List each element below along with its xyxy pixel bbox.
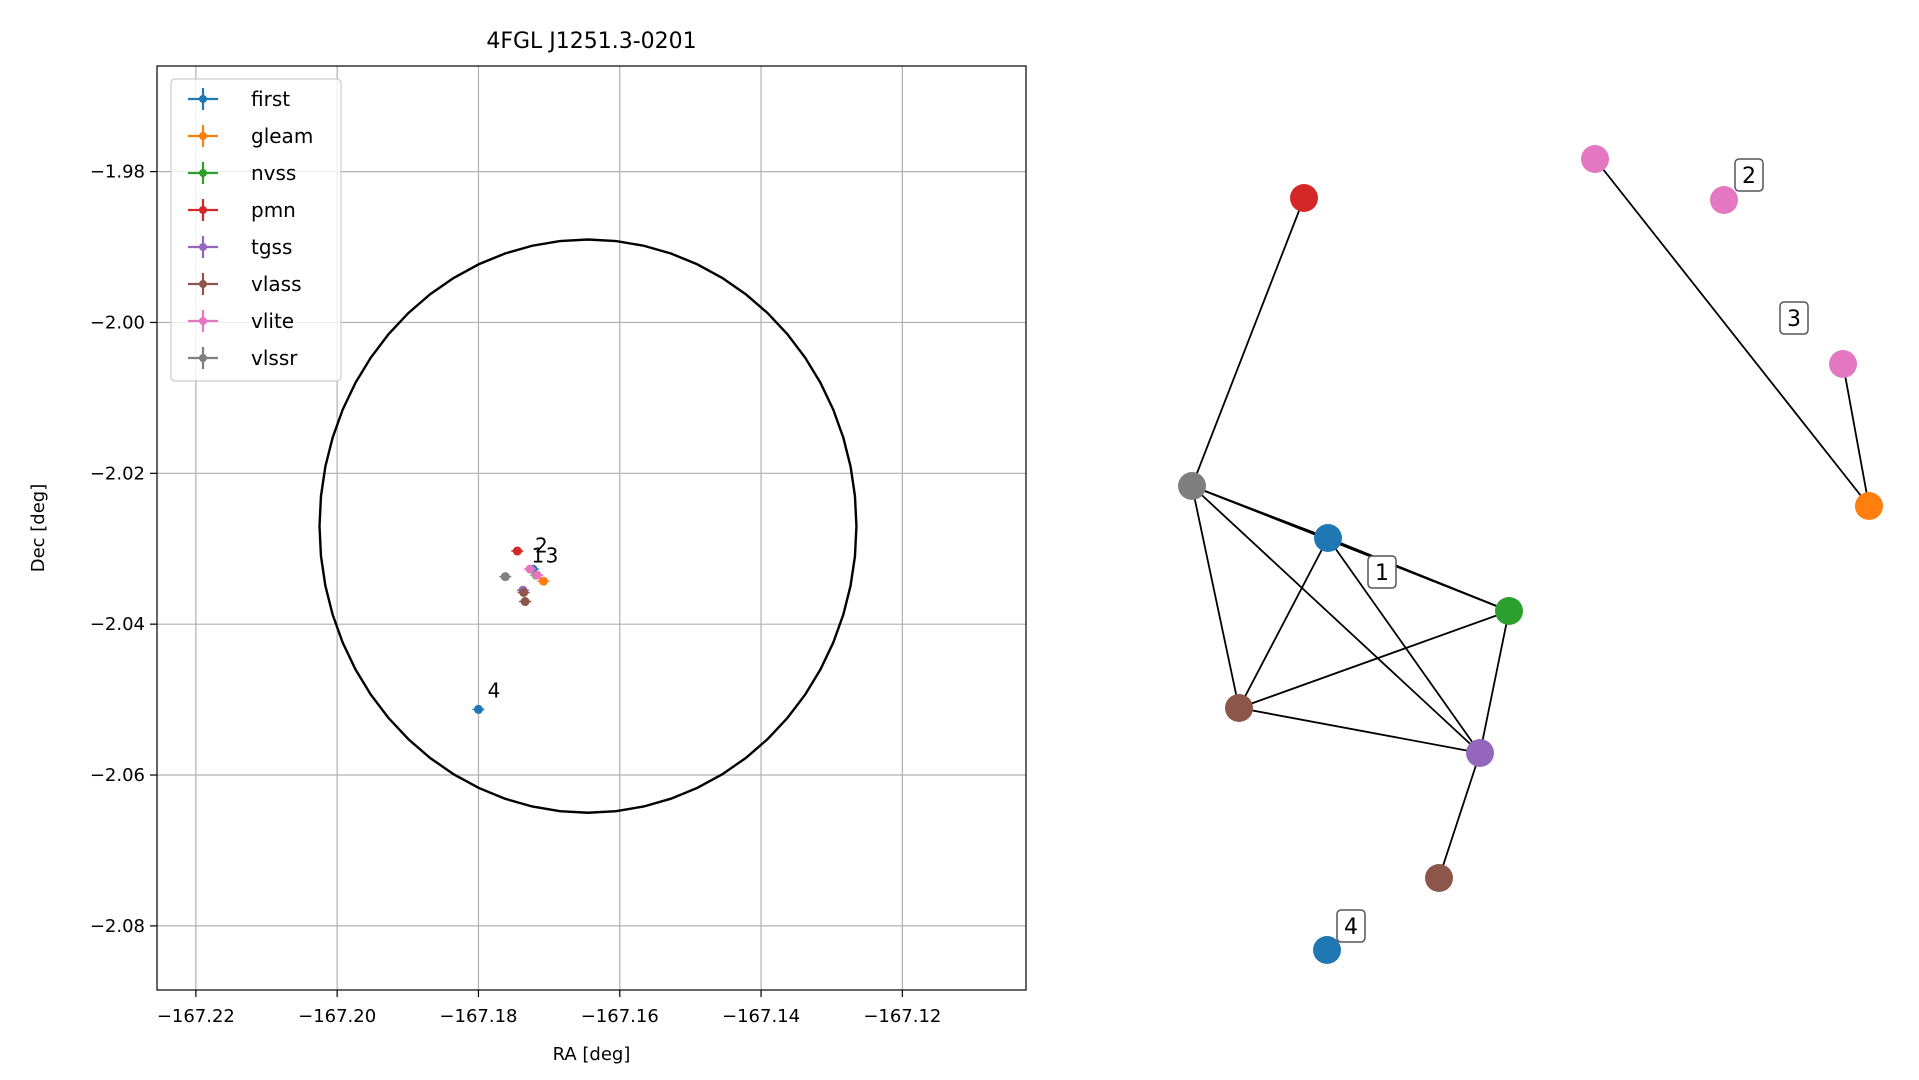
y-ticks: −1.98 −2.00 −2.02 −2.04 −2.06 −2.08	[90, 162, 157, 937]
network-node-pmn	[1290, 184, 1318, 212]
y-tick-label: −2.06	[90, 765, 145, 786]
circle-layer	[318, 238, 858, 814]
data-points	[472, 546, 550, 714]
point-pmn	[512, 546, 522, 556]
network-label-2: 2	[1742, 164, 1756, 189]
x-tick-label: −167.20	[298, 1006, 376, 1027]
network-label-4: 4	[1344, 915, 1358, 940]
y-tick-label: −2.04	[90, 614, 145, 635]
legend-marker-nvss	[199, 169, 207, 177]
network-edge	[1238, 537, 1329, 709]
point-vlite	[532, 570, 542, 580]
annotation-3: 3	[546, 543, 559, 567]
legend-marker-first	[199, 95, 207, 103]
point-vlssr	[500, 572, 510, 582]
network-label-1: 1	[1375, 561, 1389, 586]
x-tick-label: −167.18	[439, 1006, 517, 1027]
legend-marker-tgss	[199, 243, 207, 251]
network-node-vlass-b	[1425, 864, 1453, 892]
y-tick-label: −2.00	[90, 312, 145, 333]
point-annotations: 123 4	[488, 534, 559, 703]
network-node-vlite-b	[1710, 186, 1738, 214]
network-edge	[1594, 158, 1870, 507]
network-node-nvss	[1495, 597, 1523, 625]
network-label-box	[1367, 555, 1397, 589]
x-tick-label: −167.12	[863, 1006, 941, 1027]
network-node-tgss	[1466, 739, 1494, 767]
legend-label-vlass: vlass	[251, 272, 302, 296]
y-axis-label: Dec [deg]	[28, 484, 49, 573]
network-edge	[1438, 752, 1481, 879]
y-tick-label: −1.98	[90, 162, 145, 183]
network-edge	[1238, 707, 1481, 754]
network-label-3: 3	[1787, 307, 1801, 332]
legend-box	[170, 78, 342, 382]
point-vlite	[525, 564, 535, 574]
y-tick-label: −2.08	[90, 916, 145, 937]
point-first	[473, 704, 483, 714]
annotation-2: 2	[535, 534, 548, 558]
legend-marker-vlssr	[199, 354, 207, 362]
axes-frame	[156, 65, 1027, 991]
legend-label-nvss: nvss	[251, 161, 296, 185]
x-axis-label: RA [deg]	[553, 1044, 631, 1065]
network-edge	[1191, 485, 1481, 754]
x-tick-label: −167.22	[157, 1006, 235, 1027]
network-edge	[1191, 197, 1305, 487]
x-tick-label: −167.14	[722, 1006, 800, 1027]
association-circle	[318, 238, 858, 814]
point-vlass	[519, 587, 529, 597]
x-ticks: −167.22 −167.20 −167.18 −167.16 −167.14 −167.…	[157, 990, 941, 1027]
y-tick-label: −2.02	[90, 463, 145, 484]
network-labels: 1 2 3 4	[1336, 158, 1809, 943]
legend-marker-vlass	[199, 280, 207, 288]
legend-marker-gleam	[199, 132, 207, 140]
network-node-vlite-c	[1829, 350, 1857, 378]
x-tick-label: −167.16	[581, 1006, 659, 1027]
network-edge	[1238, 610, 1510, 709]
legend-marker-vlite	[199, 317, 207, 325]
network-node-vlite-a	[1581, 145, 1609, 173]
scatter-panel: 123 4 −167.22 −167.20 −167.18 −167.16 −167.14…	[28, 29, 1027, 1065]
network-node-gleam	[1855, 492, 1883, 520]
chart-title: 4FGL J1251.3-0201	[486, 29, 696, 54]
legend-label-gleam: gleam	[251, 124, 313, 148]
legend-label-tgss: tgss	[251, 235, 292, 259]
network-edges	[1191, 158, 1870, 879]
annotation-4: 4	[488, 678, 501, 702]
legend: first gleam nvss pmn tgss vlass vlite vlssr	[170, 78, 342, 382]
network-node-first-a	[1314, 524, 1342, 552]
network-edge	[1327, 537, 1510, 612]
network-edge	[1327, 537, 1481, 754]
legend-label-vlssr: vlssr	[251, 346, 298, 370]
network-node-first-b	[1313, 936, 1341, 964]
network-node-vlssr	[1178, 472, 1206, 500]
network-label-box	[1336, 909, 1366, 943]
network-nodes	[1178, 145, 1883, 964]
network-edge	[1191, 485, 1240, 709]
network-label-box	[1734, 158, 1764, 192]
network-label-box	[1779, 301, 1809, 335]
network-panel: 1 2 3 4	[1178, 145, 1883, 964]
network-edge	[1479, 610, 1510, 754]
legend-label-pmn: pmn	[251, 198, 296, 222]
point-gleam	[538, 576, 548, 586]
network-node-vlass-a	[1225, 694, 1253, 722]
legend-label-vlite: vlite	[251, 309, 294, 333]
legend-label-first: first	[251, 87, 290, 111]
annotation-1: 1	[531, 543, 544, 567]
legend-marker-pmn	[199, 206, 207, 214]
point-vlass	[520, 597, 530, 607]
network-edge	[1842, 363, 1870, 507]
